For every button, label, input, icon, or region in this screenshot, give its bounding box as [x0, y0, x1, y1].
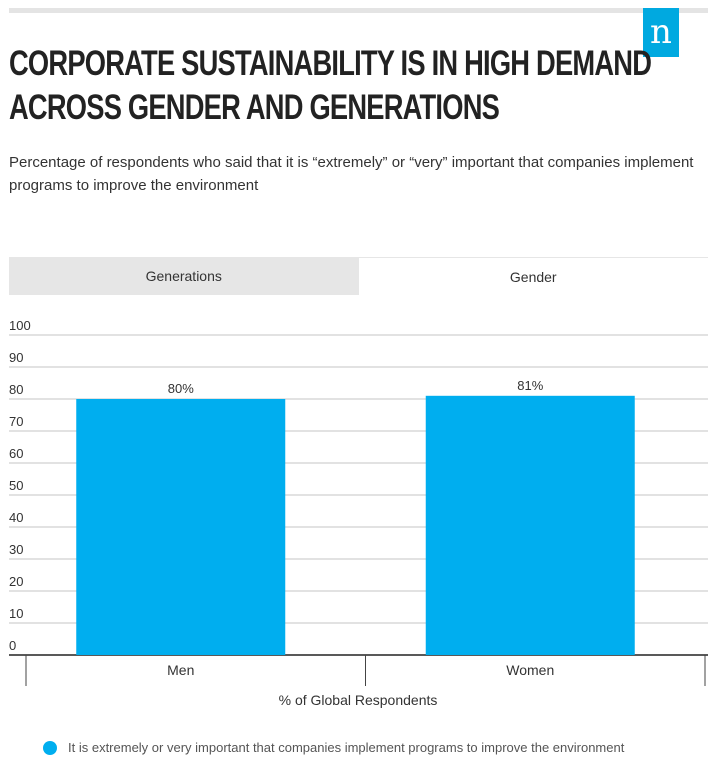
nielsen-logo: n: [643, 8, 679, 57]
bar: [425, 395, 635, 655]
y-tick-label: 0: [9, 638, 16, 653]
data-label: 81%: [517, 378, 543, 393]
y-tick-label: 80: [9, 382, 23, 397]
legend-swatch: [43, 740, 57, 755]
title-line-1: CORPORATE SUSTAINABILITY IS IN HIGH DEMA…: [9, 44, 652, 83]
x-tick-label: Men: [167, 662, 194, 678]
chart-subtitle: Percentage of respondents who said that …: [9, 154, 694, 194]
y-tick-label: 20: [9, 574, 23, 589]
data-label: 80%: [168, 381, 194, 396]
axis-layer: 0 10 20 30 40 50 60 70 80 90 100 80% Men 81% Women: [9, 318, 706, 686]
x-tick-label: Women: [506, 662, 554, 678]
x-axis-title: % of Global Respondents: [279, 692, 438, 708]
bar-layer: [76, 395, 635, 655]
y-tick-label: 60: [9, 446, 23, 461]
bar: [76, 399, 286, 655]
title-line-2: ACROSS GENDER AND GENERATIONS: [9, 88, 500, 127]
legend-label: It is extremely or very important that c…: [68, 740, 625, 755]
y-tick-label: 40: [9, 510, 23, 525]
bar-chart: 0 10 20 30 40 50 60 70 80 90 100 80% Men 81% Women % o…: [9, 318, 708, 708]
legend: It is extremely or very important that c…: [43, 740, 624, 755]
y-tick-label: 30: [9, 542, 23, 557]
y-tick-label: 100: [9, 318, 31, 333]
y-tick-label: 50: [9, 478, 23, 493]
tab-bar: Generations Gender: [9, 257, 708, 295]
y-tick-label: 70: [9, 414, 23, 429]
top-divider: [9, 8, 708, 13]
tab-generations[interactable]: Generations: [9, 257, 359, 295]
page-title: CORPORATE SUSTAINABILITY IS IN HIGH DEMA…: [9, 42, 652, 130]
tab-gender[interactable]: Gender: [358, 257, 708, 295]
y-tick-label: 10: [9, 606, 23, 621]
y-tick-label: 90: [9, 350, 23, 365]
